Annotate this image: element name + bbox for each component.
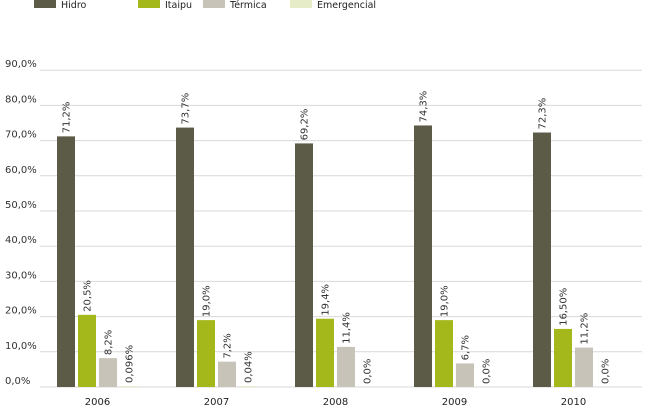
- x-tick-label: 2010: [561, 397, 586, 408]
- y-tick-label: 0,0%: [5, 376, 30, 387]
- bar-itaipu-2008: [316, 318, 334, 387]
- bar-emergencial-2006: [120, 386, 138, 387]
- data-label-hidro-2006: 71,2%: [62, 102, 73, 134]
- legend-label-emergencial: Emergencial: [317, 0, 376, 11]
- bar-hidro-2007: [176, 127, 194, 388]
- data-label-emergencial-2006: 0,096%: [125, 345, 136, 383]
- data-label-hidro-2008: 69,2%: [300, 109, 311, 141]
- bar-itaipu-2006: [78, 314, 96, 387]
- legend-swatch-emergencial: [290, 0, 312, 8]
- bar-térmica-2007: [218, 361, 236, 387]
- data-label-itaipu-2007: 19,0%: [202, 285, 213, 317]
- bar-hidro-2006: [57, 136, 75, 387]
- y-tick-label: 90,0%: [5, 59, 37, 70]
- data-label-hidro-2009: 74,3%: [419, 91, 430, 123]
- y-tick-label: 10,0%: [5, 341, 37, 352]
- legend-swatch-hidro: [34, 0, 56, 8]
- bar-group-2008: 69,2% 19,4% 11,4% 0,0%: [295, 109, 374, 387]
- data-label-térmica-2007: 7,2%: [223, 333, 234, 358]
- x-tick-label: 2006: [85, 397, 110, 408]
- x-tick-label: 2007: [204, 397, 229, 408]
- bar-itaipu-2007: [197, 320, 215, 387]
- y-axis: 0,0% 10,0% 20,0% 30,0% 40,0% 50,0% 60,0% 70,0% 8…: [5, 59, 37, 387]
- legend-swatch-térmica: [203, 0, 225, 8]
- bar-térmica-2006: [99, 358, 117, 387]
- y-tick-label: 30,0%: [5, 270, 37, 281]
- bar-itaipu-2009: [435, 320, 453, 387]
- legend-swatch-itaipu: [138, 0, 160, 8]
- x-axis: 2006 2007 2008 2009 2010: [85, 397, 586, 408]
- bar-hidro-2010: [533, 132, 551, 387]
- data-label-emergencial-2007: 0,04%: [244, 351, 255, 383]
- data-label-emergencial-2008: 0,0%: [363, 359, 374, 384]
- data-label-itaipu-2010: 16,50%: [559, 288, 570, 326]
- x-tick-label: 2008: [323, 397, 348, 408]
- legend-label-térmica: Térmica: [229, 0, 267, 11]
- data-label-térmica-2010: 11,2%: [580, 313, 591, 345]
- bar-group-2010: 72,3% 16,50% 11,2% 0,0%: [533, 98, 612, 387]
- legend-label-hidro: Hidro: [61, 0, 87, 11]
- chart-gridlines: [40, 69, 642, 388]
- data-label-itaipu-2006: 20,5%: [83, 280, 94, 312]
- y-tick-label: 40,0%: [5, 235, 37, 246]
- data-label-itaipu-2008: 19,4%: [321, 284, 332, 316]
- chart-legend: Hidro Itaipu Térmica Emergencial: [34, 0, 376, 11]
- x-tick-label: 2009: [442, 397, 467, 408]
- bar-group-2009: 74,3% 19,0% 6,7% 0,0%: [414, 91, 493, 388]
- bar-hidro-2009: [414, 125, 432, 388]
- bar-group-2006: 71,2% 20,5% 8,2% 0,096%: [57, 102, 138, 387]
- chart-bars: 71,2% 20,5% 8,2% 0,096% 73,7% 19,0% 7,2% 0,04% 6…: [57, 91, 612, 388]
- y-tick-label: 80,0%: [5, 94, 37, 105]
- bar-térmica-2010: [575, 347, 593, 387]
- data-label-térmica-2008: 11,4%: [342, 312, 353, 344]
- data-label-emergencial-2010: 0,0%: [601, 359, 612, 384]
- data-label-térmica-2006: 8,2%: [104, 330, 115, 355]
- bar-hidro-2008: [295, 143, 313, 387]
- data-label-hidro-2007: 73,7%: [181, 93, 192, 125]
- data-label-térmica-2009: 6,7%: [461, 335, 472, 360]
- y-tick-label: 50,0%: [5, 200, 37, 211]
- bar-emergencial-2007: [239, 386, 257, 387]
- y-tick-label: 20,0%: [5, 306, 37, 317]
- data-label-itaipu-2009: 19,0%: [440, 285, 451, 317]
- data-label-emergencial-2009: 0,0%: [482, 359, 493, 384]
- bar-térmica-2009: [456, 363, 474, 387]
- bar-group-2007: 73,7% 19,0% 7,2% 0,04%: [176, 93, 257, 388]
- data-label-hidro-2010: 72,3%: [538, 98, 549, 130]
- legend-label-itaipu: Itaipu: [165, 0, 192, 11]
- y-tick-label: 60,0%: [5, 165, 37, 176]
- bar-itaipu-2010: [554, 328, 572, 387]
- bar-térmica-2008: [337, 346, 355, 387]
- y-tick-label: 70,0%: [5, 130, 37, 141]
